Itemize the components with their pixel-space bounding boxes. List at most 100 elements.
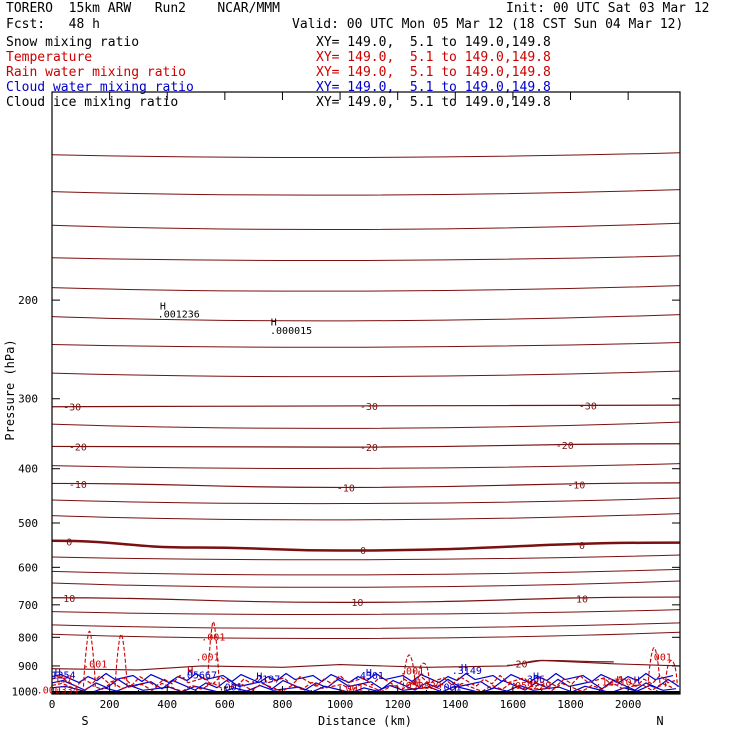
plot-axes: 0 200 400 600 800 1000 1200 1400 1600 1800 2000200… — [12, 91, 681, 711]
rain-water-contour — [51, 674, 677, 688]
field-value-label: .001236 — [158, 310, 200, 321]
high-marker: H — [256, 672, 262, 683]
x-tick-label: 1000 — [327, 698, 354, 711]
high-marker: H — [187, 666, 193, 677]
legend-cloud-ice-xy: XY= 149.0, 5.1 to 149.0,149.8 — [316, 95, 551, 110]
y-tick-label: 300 — [18, 393, 38, 406]
field-value-label: .05667 — [181, 671, 217, 682]
init-time: Init: 00 UTC Sat 03 Mar 12 — [506, 1, 710, 16]
temperature-contour-label: -20 — [556, 441, 574, 452]
rain-water-contour — [664, 659, 678, 687]
legend-rain: Rain water mixing ratio — [6, 65, 187, 80]
field-value-label: .001 — [201, 632, 225, 643]
field-value-label: 157 — [54, 674, 72, 685]
field-value-label: .001 — [340, 684, 364, 695]
high-marker: H — [160, 302, 166, 313]
field-value-label: .001 — [196, 652, 220, 663]
y-tick-label: 900 — [18, 660, 38, 673]
temperature-contour-label: 10 — [351, 598, 363, 609]
south-end-label: S — [81, 714, 88, 728]
isotherm-line — [51, 222, 681, 231]
x-tick-label: 0 — [49, 698, 56, 711]
isotherm-line — [51, 255, 681, 261]
legend-cloud-water-xy: XY= 149.0, 5.1 to 149.0,149.8 — [316, 80, 551, 95]
temperature-contour-label: 10 — [63, 594, 75, 605]
isotherm-line — [51, 609, 681, 615]
field-value-label: .000015 — [270, 326, 312, 337]
y-tick-label: 200 — [18, 294, 38, 307]
isotherm-line — [51, 513, 681, 521]
plot-frame — [51, 91, 681, 695]
x-tick-label: 400 — [157, 698, 177, 711]
temperature-contour-label: 0 — [66, 538, 72, 549]
temperature-contour — [51, 596, 681, 603]
high-marker: H — [366, 668, 372, 679]
temperature-contour-label: -20 — [69, 443, 87, 454]
isotherm-line — [51, 370, 681, 378]
high-marker: H — [461, 663, 467, 674]
legend-cloud-ice: Cloud ice mixing ratio — [6, 95, 179, 110]
field-value-label: 1354 — [51, 671, 75, 682]
field-value-label: .123102 — [596, 677, 638, 688]
rain-water-contour — [51, 681, 673, 693]
field-value-label: .052229 — [509, 681, 551, 692]
forecast-hour: Fcst: 48 h — [6, 17, 100, 32]
temperature-contour-label: -10 — [337, 483, 355, 494]
y-tick-label: 500 — [18, 517, 38, 530]
y-axis-label: Pressure (hPa) — [3, 339, 17, 440]
temperature-contours: -30 -30 -30 -20 -20 -20 -10 -10 -10 0 0 0 10 10 10 20 — [51, 401, 681, 670]
field-value-label: .001 — [219, 683, 243, 694]
field-labels: HHH H H H HH HH H HH.001236.000015.001.001.001.… — [37, 302, 672, 697]
y-tick-label: 1000 — [12, 686, 39, 699]
isotherm-line — [51, 497, 681, 505]
x-tick-label: 2000 — [615, 698, 642, 711]
legend-snow: Snow mixing ratio — [6, 35, 140, 50]
high-marker: H — [187, 667, 193, 678]
field-value-label: .4301 — [354, 671, 384, 682]
temperature-contour-label: -10 — [69, 480, 87, 491]
legend-snow-xy: XY= 149.0, 5.1 to 149.0,149.8 — [316, 35, 551, 50]
isotherm-line — [51, 622, 681, 629]
high-marker: H — [527, 678, 533, 689]
precip-and-cloud-contours — [51, 621, 681, 694]
legend-temperature-xy: XY= 149.0, 5.1 to 149.0,149.8 — [316, 50, 551, 65]
valid-time: Valid: 00 UTC Mon 05 Mar 12 (18 CST Sun … — [292, 17, 684, 32]
x-tick-label: 1600 — [500, 698, 527, 711]
x-axis-label: Distance (km) — [318, 714, 412, 728]
high-marker: H — [271, 318, 277, 329]
temperature-contour-label: -30 — [360, 402, 378, 413]
temperature-contour — [51, 482, 681, 489]
isotherm-line — [51, 341, 681, 348]
temperature-contour — [51, 404, 681, 408]
x-tick-label: 1200 — [384, 698, 411, 711]
isotherm-line — [51, 189, 681, 196]
temperature-contour — [51, 539, 681, 552]
field-value-label: .001 — [648, 652, 672, 663]
field-value-label: .3149 — [452, 666, 482, 677]
high-marker: H — [55, 668, 61, 679]
field-value-label: .053820 — [400, 681, 442, 692]
isotherm-line — [51, 580, 681, 588]
isotherm-line — [51, 421, 681, 429]
y-tick-label: 800 — [18, 631, 38, 644]
field-value-label: .001 — [83, 659, 107, 670]
high-marker: H — [634, 676, 640, 687]
field-value-label: 366 — [527, 674, 545, 685]
temperature-contour-label: 0 — [360, 546, 366, 557]
x-tick-label: 600 — [215, 698, 235, 711]
isotherm-line — [51, 631, 681, 640]
y-tick-label: 700 — [18, 599, 38, 612]
temperature-contour — [51, 443, 681, 448]
isotherm-line — [51, 554, 681, 561]
isotherm-line — [51, 152, 681, 158]
temperature-contour-label: -20 — [360, 443, 378, 454]
north-end-label: N — [656, 714, 663, 728]
isotherm-line — [51, 463, 681, 469]
x-tick-label: 200 — [100, 698, 120, 711]
field-value-label: .001 — [437, 683, 461, 694]
legend-rain-xy: XY= 149.0, 5.1 to 149.0,149.8 — [316, 65, 551, 80]
x-tick-label: 1400 — [442, 698, 469, 711]
isotherm-line — [51, 314, 681, 322]
isotherm-background-lines — [51, 152, 681, 640]
